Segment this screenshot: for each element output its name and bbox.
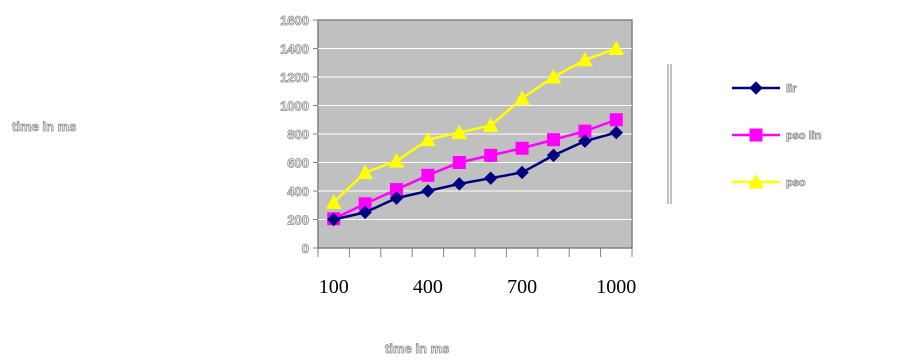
data-point — [545, 68, 562, 84]
y-tick-label: 1600 — [280, 13, 309, 28]
y-tick-label: 1400 — [280, 42, 309, 57]
data-point — [421, 184, 435, 198]
legend-label: pso lin — [786, 130, 822, 142]
data-point — [515, 141, 529, 155]
data-point — [452, 177, 467, 191]
data-point — [451, 124, 468, 140]
y-axis: 0 200 400 600 800 1000 1200 1400 1600 — [280, 13, 318, 256]
data-point — [420, 131, 436, 147]
y-tick-label: 1200 — [280, 70, 309, 85]
gridlines — [318, 48, 632, 220]
series-line — [333, 118, 617, 220]
data-point — [749, 128, 763, 142]
data-point — [421, 168, 435, 182]
y-tick-label: 800 — [287, 127, 309, 142]
data-point — [749, 81, 763, 95]
data-point — [609, 125, 624, 140]
data-point — [389, 191, 404, 205]
legend-entry: lir — [732, 81, 798, 95]
data-point — [514, 90, 530, 105]
data-point — [325, 194, 342, 209]
y-axis-title: time in ms — [12, 119, 76, 134]
data-point — [547, 133, 560, 147]
x-tick-label: 100 — [319, 276, 349, 298]
x-tick-label: 700 — [507, 276, 537, 298]
series-layer — [325, 40, 625, 227]
legend-entry: pso — [732, 173, 806, 189]
series-line — [333, 131, 617, 221]
legend-label: lir — [786, 83, 797, 95]
data-point — [357, 164, 373, 179]
legend-label: pso — [786, 177, 806, 189]
data-point — [388, 153, 405, 168]
y-tick-label: 0 — [302, 241, 309, 256]
x-tick-label: 400 — [413, 276, 443, 298]
data-point — [609, 113, 623, 127]
data-point — [608, 40, 625, 55]
x-axis: 100 400 700 1000 — [317, 248, 636, 298]
x-axis-title: time in ms — [385, 341, 449, 356]
data-point — [577, 51, 593, 67]
legend-entry: pso lin — [732, 128, 822, 142]
data-point — [578, 134, 592, 148]
x-tick-label: 1000 — [596, 276, 636, 298]
data-point — [326, 212, 341, 227]
data-point — [358, 205, 372, 220]
data-point — [546, 148, 561, 163]
legend: lir pso lin pso — [732, 81, 822, 189]
series-lir — [326, 125, 624, 227]
data-point — [482, 117, 499, 132]
data-point — [515, 165, 529, 180]
series-pso — [325, 40, 625, 209]
y-tick-label: 400 — [287, 184, 309, 199]
data-point — [484, 148, 498, 162]
series-line — [332, 47, 617, 204]
series-pso-lin — [327, 113, 623, 226]
data-point — [483, 171, 498, 185]
y-tick-label: 600 — [287, 156, 309, 171]
y-tick-label: 1000 — [280, 99, 309, 114]
data-point — [748, 173, 764, 189]
y-tick-label: 200 — [287, 213, 309, 228]
data-point — [452, 156, 466, 169]
